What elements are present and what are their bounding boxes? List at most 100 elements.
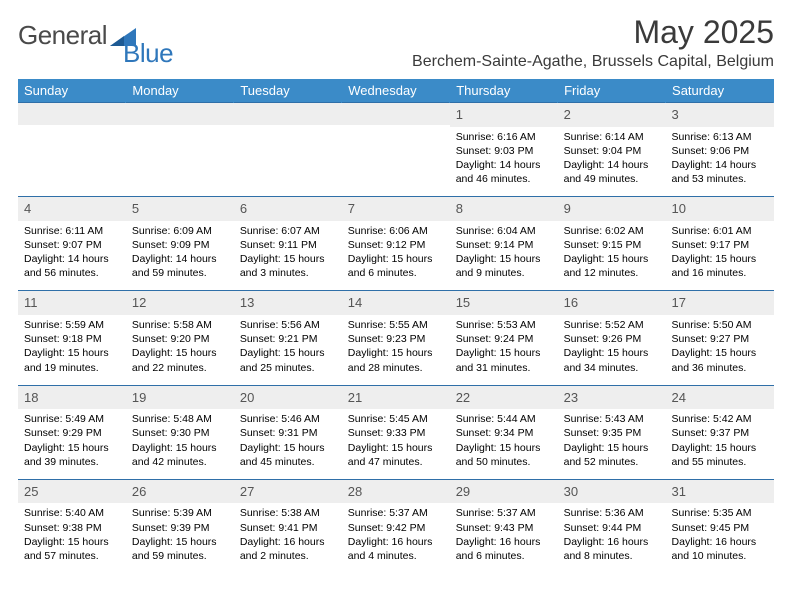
dow-thursday: Thursday [450, 79, 558, 103]
day-cell: 18Sunrise: 5:49 AMSunset: 9:29 PMDayligh… [18, 385, 126, 479]
day-data: Sunrise: 5:44 AMSunset: 9:34 PMDaylight:… [450, 409, 558, 479]
daylight-line1: Daylight: 15 hours [24, 346, 120, 360]
dow-wednesday: Wednesday [342, 79, 450, 103]
header-row: General Blue May 2025 [18, 14, 774, 51]
day-data: Sunrise: 5:38 AMSunset: 9:41 PMDaylight:… [234, 503, 342, 573]
day-cell: 26Sunrise: 5:39 AMSunset: 9:39 PMDayligh… [126, 479, 234, 573]
day-number: 29 [450, 480, 558, 504]
sunrise-text: Sunrise: 6:01 AM [672, 224, 768, 238]
day-data: Sunrise: 5:48 AMSunset: 9:30 PMDaylight:… [126, 409, 234, 479]
sunset-text: Sunset: 9:37 PM [672, 426, 768, 440]
sunset-text: Sunset: 9:31 PM [240, 426, 336, 440]
day-cell: 8Sunrise: 6:04 AMSunset: 9:14 PMDaylight… [450, 197, 558, 291]
day-cell: 21Sunrise: 5:45 AMSunset: 9:33 PMDayligh… [342, 385, 450, 479]
week-row: 25Sunrise: 5:40 AMSunset: 9:38 PMDayligh… [18, 479, 774, 573]
day-data: Sunrise: 5:39 AMSunset: 9:39 PMDaylight:… [126, 503, 234, 573]
week-row: 1Sunrise: 6:16 AMSunset: 9:03 PMDaylight… [18, 103, 774, 197]
day-data: Sunrise: 5:35 AMSunset: 9:45 PMDaylight:… [666, 503, 774, 573]
logo: General Blue [18, 20, 157, 51]
daylight-line1: Daylight: 15 hours [348, 441, 444, 455]
sunset-text: Sunset: 9:38 PM [24, 521, 120, 535]
day-data: Sunrise: 5:59 AMSunset: 9:18 PMDaylight:… [18, 315, 126, 385]
daylight-line2: and 55 minutes. [672, 455, 768, 469]
day-cell [234, 103, 342, 197]
sunset-text: Sunset: 9:30 PM [132, 426, 228, 440]
day-data: Sunrise: 6:11 AMSunset: 9:07 PMDaylight:… [18, 221, 126, 291]
daylight-line2: and 59 minutes. [132, 266, 228, 280]
daylight-line1: Daylight: 16 hours [456, 535, 552, 549]
sunrise-text: Sunrise: 5:59 AM [24, 318, 120, 332]
dow-row: Sunday Monday Tuesday Wednesday Thursday… [18, 79, 774, 103]
day-number: 19 [126, 386, 234, 410]
day-cell: 15Sunrise: 5:53 AMSunset: 9:24 PMDayligh… [450, 291, 558, 385]
sunset-text: Sunset: 9:15 PM [564, 238, 660, 252]
sunset-text: Sunset: 9:44 PM [564, 521, 660, 535]
day-data: Sunrise: 6:06 AMSunset: 9:12 PMDaylight:… [342, 221, 450, 291]
daylight-line2: and 31 minutes. [456, 361, 552, 375]
dow-sunday: Sunday [18, 79, 126, 103]
day-cell: 14Sunrise: 5:55 AMSunset: 9:23 PMDayligh… [342, 291, 450, 385]
day-cell: 9Sunrise: 6:02 AMSunset: 9:15 PMDaylight… [558, 197, 666, 291]
sunrise-text: Sunrise: 6:11 AM [24, 224, 120, 238]
daylight-line1: Daylight: 15 hours [564, 346, 660, 360]
sunrise-text: Sunrise: 5:37 AM [456, 506, 552, 520]
sunrise-text: Sunrise: 5:58 AM [132, 318, 228, 332]
day-number: 1 [450, 103, 558, 127]
day-number: 24 [666, 386, 774, 410]
day-cell [126, 103, 234, 197]
day-number: 2 [558, 103, 666, 127]
day-data: Sunrise: 5:40 AMSunset: 9:38 PMDaylight:… [18, 503, 126, 573]
day-cell: 12Sunrise: 5:58 AMSunset: 9:20 PMDayligh… [126, 291, 234, 385]
day-cell: 3Sunrise: 6:13 AMSunset: 9:06 PMDaylight… [666, 103, 774, 197]
daylight-line2: and 22 minutes. [132, 361, 228, 375]
day-cell: 25Sunrise: 5:40 AMSunset: 9:38 PMDayligh… [18, 479, 126, 573]
daylight-line1: Daylight: 15 hours [132, 441, 228, 455]
daylight-line2: and 52 minutes. [564, 455, 660, 469]
sunrise-text: Sunrise: 5:48 AM [132, 412, 228, 426]
day-data: Sunrise: 5:37 AMSunset: 9:43 PMDaylight:… [450, 503, 558, 573]
day-cell [342, 103, 450, 197]
day-data: Sunrise: 5:52 AMSunset: 9:26 PMDaylight:… [558, 315, 666, 385]
day-number: 21 [342, 386, 450, 410]
daylight-line1: Daylight: 15 hours [132, 535, 228, 549]
daylight-line2: and 12 minutes. [564, 266, 660, 280]
day-cell: 20Sunrise: 5:46 AMSunset: 9:31 PMDayligh… [234, 385, 342, 479]
sunset-text: Sunset: 9:39 PM [132, 521, 228, 535]
day-data: Sunrise: 5:43 AMSunset: 9:35 PMDaylight:… [558, 409, 666, 479]
sunrise-text: Sunrise: 5:56 AM [240, 318, 336, 332]
day-number: 8 [450, 197, 558, 221]
day-number: 26 [126, 480, 234, 504]
day-cell: 31Sunrise: 5:35 AMSunset: 9:45 PMDayligh… [666, 479, 774, 573]
day-cell: 27Sunrise: 5:38 AMSunset: 9:41 PMDayligh… [234, 479, 342, 573]
day-number: 15 [450, 291, 558, 315]
day-data: Sunrise: 6:14 AMSunset: 9:04 PMDaylight:… [558, 127, 666, 197]
day-cell: 19Sunrise: 5:48 AMSunset: 9:30 PMDayligh… [126, 385, 234, 479]
day-data: Sunrise: 6:13 AMSunset: 9:06 PMDaylight:… [666, 127, 774, 197]
sunrise-text: Sunrise: 5:45 AM [348, 412, 444, 426]
daylight-line2: and 53 minutes. [672, 172, 768, 186]
sunrise-text: Sunrise: 5:55 AM [348, 318, 444, 332]
sunset-text: Sunset: 9:21 PM [240, 332, 336, 346]
month-title: May 2025 [633, 14, 774, 51]
daylight-line2: and 6 minutes. [348, 266, 444, 280]
day-cell: 5Sunrise: 6:09 AMSunset: 9:09 PMDaylight… [126, 197, 234, 291]
calendar-body: 1Sunrise: 6:16 AMSunset: 9:03 PMDaylight… [18, 103, 774, 574]
sunrise-text: Sunrise: 5:42 AM [672, 412, 768, 426]
daylight-line2: and 19 minutes. [24, 361, 120, 375]
sunset-text: Sunset: 9:41 PM [240, 521, 336, 535]
sunrise-text: Sunrise: 5:36 AM [564, 506, 660, 520]
daylight-line2: and 34 minutes. [564, 361, 660, 375]
day-number: 5 [126, 197, 234, 221]
sunrise-text: Sunrise: 5:37 AM [348, 506, 444, 520]
daylight-line1: Daylight: 16 hours [564, 535, 660, 549]
daylight-line2: and 25 minutes. [240, 361, 336, 375]
day-number: 22 [450, 386, 558, 410]
day-data: Sunrise: 6:01 AMSunset: 9:17 PMDaylight:… [666, 221, 774, 291]
dow-friday: Friday [558, 79, 666, 103]
daylight-line2: and 36 minutes. [672, 361, 768, 375]
daylight-line1: Daylight: 15 hours [24, 535, 120, 549]
daylight-line2: and 10 minutes. [672, 549, 768, 563]
sunset-text: Sunset: 9:06 PM [672, 144, 768, 158]
daylight-line1: Daylight: 15 hours [672, 346, 768, 360]
daylight-line1: Daylight: 14 hours [456, 158, 552, 172]
